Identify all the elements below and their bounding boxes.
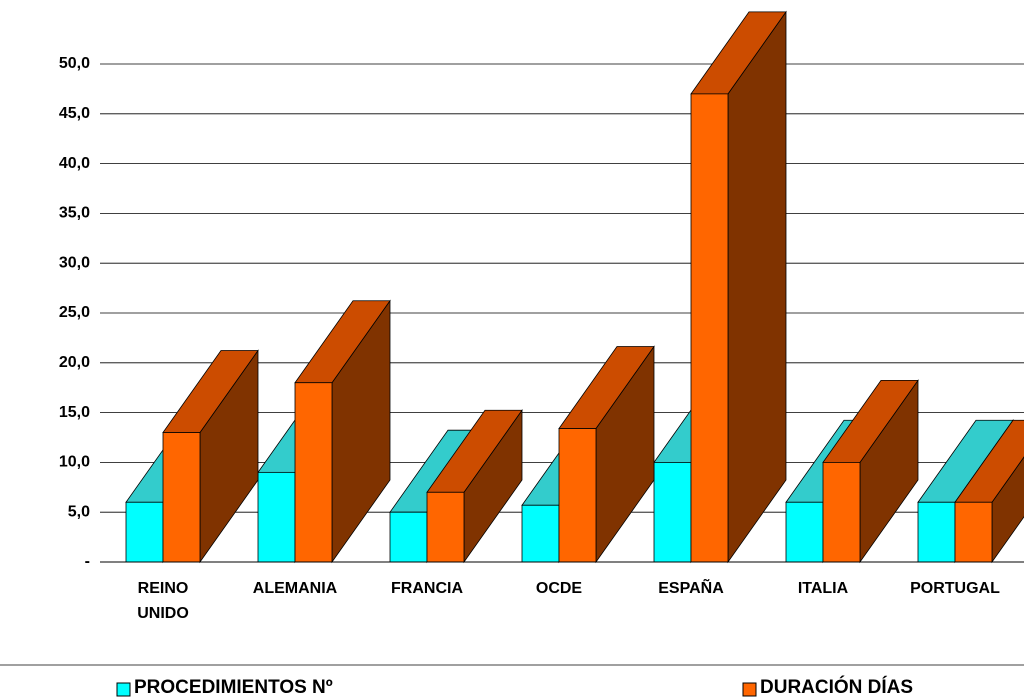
bar — [162, 432, 201, 563]
y-tick-label: - — [85, 553, 90, 570]
bar — [690, 93, 729, 563]
legend-label: PROCEDIMIENTOS Nº — [134, 677, 333, 698]
bar — [426, 491, 465, 563]
bar — [125, 501, 164, 563]
x-tick-label: ITALIA — [797, 580, 849, 597]
y-tick-label: 15,0 — [59, 404, 90, 421]
legend-swatch — [116, 682, 131, 697]
bar — [653, 461, 692, 563]
y-tick-label: 10,0 — [59, 454, 90, 471]
legend-label: DURACIÓN DÍAS — [760, 677, 914, 698]
y-tick-label: 40,0 — [59, 155, 90, 172]
x-tick-label: FRANCIA — [391, 580, 463, 597]
y-tick-label: 35,0 — [59, 205, 90, 222]
bar — [954, 501, 993, 563]
x-tick-label: ALEMANIA — [252, 580, 338, 597]
bar — [389, 511, 428, 563]
y-tick-label: 45,0 — [59, 105, 90, 122]
bar — [558, 428, 597, 563]
y-tick-label: 30,0 — [59, 254, 90, 271]
y-tick-label: 25,0 — [59, 304, 90, 321]
bar — [521, 504, 560, 563]
y-tick-label: 5,0 — [68, 503, 90, 520]
x-tick-label: OCDE — [535, 580, 583, 597]
bar — [822, 461, 861, 563]
y-tick-label: 50,0 — [59, 55, 90, 72]
x-tick-label: PORTUGAL — [910, 580, 1000, 597]
legend-swatch — [742, 682, 757, 697]
bar — [917, 501, 956, 563]
y-tick-label: 20,0 — [59, 354, 90, 371]
bar — [785, 501, 824, 563]
bar-side — [727, 10, 787, 564]
bar — [257, 471, 296, 563]
x-tick-label: ESPAÑA — [658, 580, 724, 597]
bar — [294, 382, 333, 563]
x-tick-label: REINO UNIDO — [137, 580, 189, 622]
